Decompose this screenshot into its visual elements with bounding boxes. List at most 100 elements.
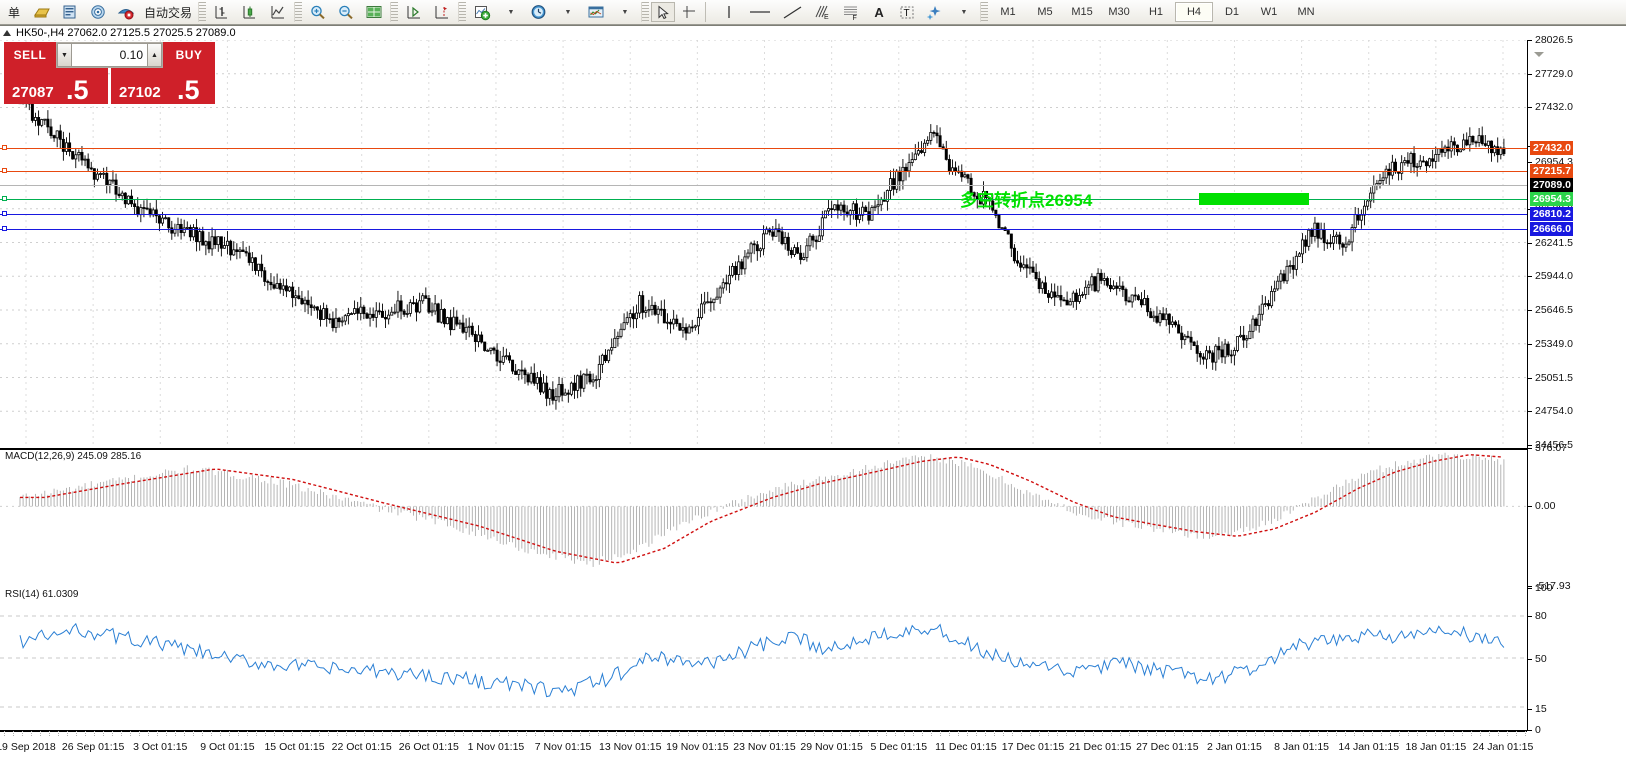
elliott-wave-icon[interactable]: E [809,1,837,23]
timeframe-h1[interactable]: H1 [1148,6,1164,18]
collapse-triangle-icon[interactable] [3,30,11,36]
time-tick [436,731,437,736]
timeframe-d1[interactable]: D1 [1224,6,1240,18]
text-icon[interactable]: A [874,4,884,20]
main-toolbar: 单 自动交易 ▼ ▼ [0,0,1626,25]
data-window-icon[interactable] [56,1,84,23]
macd-tick: -517.93 [1528,580,1571,592]
price-axis[interactable]: 28026.527729.027432.027089.026954.326539… [1527,34,1626,736]
time-tick [67,731,68,736]
auto-scroll-icon[interactable] [400,1,428,23]
templates-dropdown-caret[interactable]: ▼ [621,8,629,16]
timeframe-m30[interactable]: M30 [1108,6,1130,18]
indicator-dropdown-caret[interactable]: ▼ [507,8,515,16]
signal-icon[interactable] [84,1,112,23]
volume-control[interactable]: ▼ 0.10 ▲ [56,42,163,68]
autotrade-button[interactable]: 自动交易 [144,5,193,20]
time-tick [1354,731,1355,736]
crosshair-icon[interactable] [675,1,703,23]
time-tick [814,731,815,736]
time-tick [211,731,212,736]
bar-chart-icon[interactable] [208,1,236,23]
trendline-icon[interactable] [777,1,809,23]
price-line-26810[interactable] [0,211,1527,216]
time-label: 14 Jan 01:15 [1338,741,1400,753]
price-tag-27432-0[interactable]: 27432.0 [1530,141,1573,155]
time-tick [1129,731,1130,736]
volume-input[interactable]: 0.10 [72,43,147,67]
price-line-27215[interactable] [0,168,1527,173]
svg-text:T: T [904,8,910,19]
timeframe-m1[interactable]: M1 [1000,6,1016,18]
time-tick [1255,731,1256,736]
time-tick [832,731,833,736]
time-tick [526,731,527,736]
time-tick [166,731,167,736]
price-line-27432[interactable] [0,145,1527,150]
rsi-pane[interactable]: RSI(14) 61.0309 [0,588,1527,732]
vertical-line-icon[interactable] [715,1,743,23]
price-tag-26810-2[interactable]: 26810.2 [1530,207,1573,221]
tile-windows-icon[interactable] [360,1,388,23]
line-chart-icon[interactable] [264,1,292,23]
add-indicator-icon[interactable] [468,1,496,23]
time-label: 2 Jan 01:15 [1207,741,1262,753]
gold-bar-icon[interactable] [28,1,56,23]
timeframe-m15[interactable]: M15 [1071,6,1093,18]
time-tick [742,731,743,736]
time-tick [139,731,140,736]
fibonacci-icon[interactable]: F [837,1,865,23]
macd-pane[interactable]: MACD(12,26,9) 245.09 285.16 [0,448,1527,590]
price-tag-27215-7[interactable]: 27215.7 [1530,164,1573,178]
volume-dropdown-button[interactable]: ▼ [57,43,72,67]
toolbar-separator [198,2,207,22]
time-tick [1246,731,1247,736]
cursor-icon[interactable] [651,2,676,22]
price-line-26954[interactable] [0,196,1527,201]
time-tick [1111,731,1112,736]
new-order-icon[interactable]: 单 [7,5,20,20]
timeframe-h4[interactable]: H4 [1175,2,1214,22]
chart-shift-icon[interactable] [428,1,456,23]
zoom-out-icon[interactable] [332,1,360,23]
time-tick [1507,731,1508,736]
templates-icon[interactable] [582,1,610,23]
price-tag-26666-0[interactable]: 26666.0 [1530,222,1573,236]
candlestick-chart-icon[interactable] [236,1,264,23]
zoom-in-icon[interactable] [304,1,332,23]
one-click-trading-panel[interactable]: SELL ▼ 0.10 ▲ BUY 27087 .5 27102 .5 [4,42,215,104]
time-tick [337,731,338,736]
buy-price-cell[interactable]: 27102 .5 [111,68,215,104]
highlight-zone[interactable] [1199,193,1309,205]
timeframe-mn[interactable]: MN [1297,6,1315,18]
time-tick [1417,731,1418,736]
time-tick [301,731,302,736]
chart-annotation[interactable]: 多空转折点26954 [960,191,1093,210]
alerts-icon[interactable] [112,1,140,23]
sell-button[interactable]: SELL [4,42,56,70]
time-tick [1444,731,1445,736]
period-dropdown-caret[interactable]: ▼ [564,8,572,16]
timeframe-w1[interactable]: W1 [1260,6,1278,18]
price-tag-26954-3[interactable]: 26954.3 [1530,192,1573,206]
shapes-dropdown-caret[interactable]: ▼ [960,8,968,16]
volume-up-button[interactable]: ▲ [147,43,162,67]
sell-price-cell[interactable]: 27087 .5 [4,68,108,104]
text-label-icon[interactable]: T [893,1,921,23]
buy-button[interactable]: BUY [163,42,215,70]
scroll-nub-icon[interactable] [1534,52,1544,57]
price-pane[interactable]: 多空转折点26954 [0,40,1527,445]
price-line-26666[interactable] [0,226,1527,231]
period-clock-icon[interactable] [525,1,553,23]
price-tag-27089-0[interactable]: 27089.0 [1530,178,1573,192]
time-label: 8 Jan 01:15 [1274,741,1330,753]
time-tick [328,731,329,736]
time-axis[interactable]: 19 Sep 2018 26 Sep 01:15 3 Oct 01:15 9 Oct … [0,731,1533,768]
shapes-icon[interactable] [921,1,949,23]
time-tick [733,731,734,736]
time-tick [112,731,113,736]
time-tick [1327,731,1328,736]
horizontal-line-icon[interactable] [743,1,777,23]
time-tick [238,731,239,736]
timeframe-m5[interactable]: M5 [1037,6,1053,18]
